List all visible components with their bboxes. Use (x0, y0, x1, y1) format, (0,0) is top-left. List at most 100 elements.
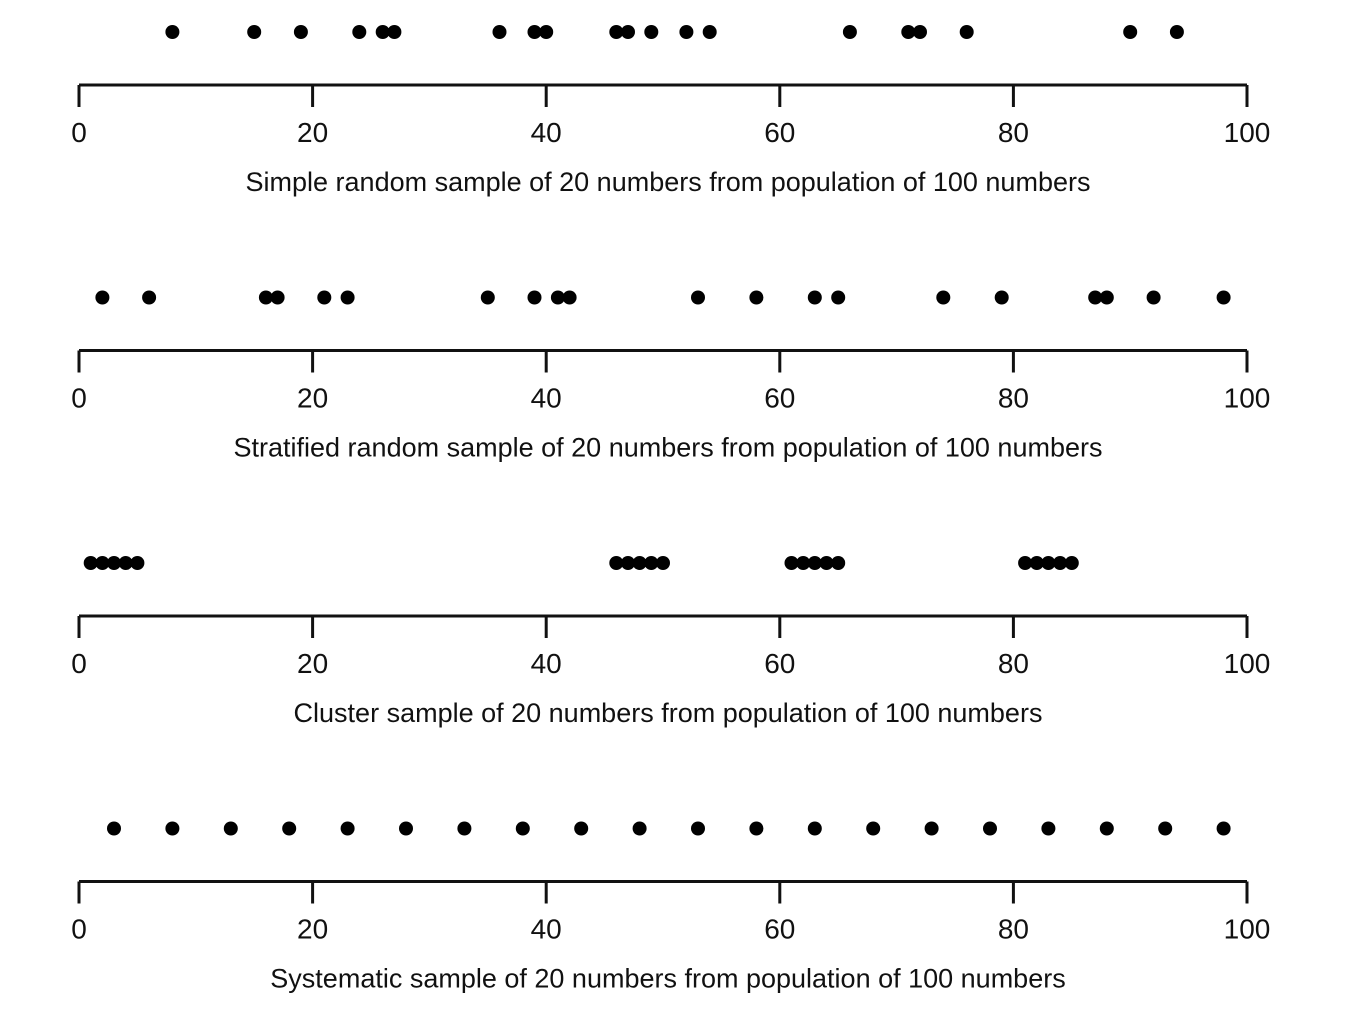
data-point (142, 290, 157, 305)
data-point (842, 25, 857, 39)
data-point (994, 290, 1009, 305)
data-point (83, 556, 98, 570)
x-tick-label: 100 (1224, 383, 1271, 414)
data-point (258, 290, 273, 305)
data-point (644, 25, 659, 39)
data-point (282, 821, 297, 836)
x-tick-label: 80 (998, 914, 1029, 945)
data-point (457, 821, 472, 836)
data-point (796, 556, 811, 570)
data-point (621, 556, 635, 570)
data-point (1041, 556, 1056, 570)
data-point (1099, 290, 1114, 305)
data-point (1216, 290, 1231, 305)
data-point (165, 25, 180, 39)
data-point (527, 25, 542, 39)
data-point (632, 821, 647, 836)
data-point (959, 25, 974, 39)
data-point (679, 25, 694, 39)
data-point (1029, 556, 1044, 570)
data-point (340, 290, 355, 305)
data-point (340, 821, 355, 836)
data-point (901, 25, 916, 39)
data-point (165, 821, 180, 836)
data-point (270, 290, 285, 305)
x-tick-label: 60 (764, 914, 795, 945)
data-point (1158, 821, 1173, 836)
data-point (807, 290, 822, 305)
data-point (539, 25, 554, 39)
x-tick-label: 20 (297, 117, 328, 148)
data-point (632, 556, 647, 570)
data-point (387, 25, 402, 39)
data-point (107, 556, 121, 570)
data-point (691, 290, 705, 305)
data-point (644, 556, 659, 570)
data-point (807, 821, 822, 836)
data-point (527, 290, 542, 305)
data-point (866, 821, 881, 836)
x-tick-label: 60 (764, 383, 795, 414)
x-tick-label: 40 (531, 648, 562, 679)
x-axis-title: Cluster sample of 20 numbers from popula… (294, 698, 1043, 728)
data-point (936, 290, 951, 305)
data-point (293, 25, 308, 39)
data-point (691, 821, 705, 836)
x-axis-title: Systematic sample of 20 numbers from pop… (270, 964, 1065, 994)
x-tick-label: 20 (297, 383, 328, 414)
data-point (1216, 821, 1231, 836)
data-point (1088, 290, 1103, 305)
data-point (550, 290, 565, 305)
data-point (807, 556, 822, 570)
data-point (480, 290, 495, 305)
data-point (749, 821, 764, 836)
data-point (1018, 556, 1033, 570)
chart-panel-2: 0 20 40 60 80 100 Stratified random sample of … (71, 290, 1271, 463)
data-point (609, 556, 624, 570)
data-point (983, 821, 997, 836)
data-point (492, 25, 507, 39)
x-tick-label: 60 (764, 117, 795, 148)
x-tick-label: 20 (297, 648, 328, 679)
x-tick-label: 40 (531, 914, 562, 945)
data-point (656, 556, 670, 570)
data-point (609, 25, 624, 39)
data-point (247, 25, 262, 39)
data-point (831, 556, 846, 570)
data-point (819, 556, 834, 570)
data-point (95, 556, 110, 570)
x-tick-label: 80 (998, 383, 1029, 414)
x-tick-label: 100 (1224, 648, 1271, 679)
data-point (749, 290, 764, 305)
data-point (352, 25, 367, 39)
x-tick-label: 40 (531, 117, 562, 148)
panels: 0 20 40 60 80 100 Simple random sample of 20 n… (71, 25, 1270, 994)
data-point (1053, 556, 1068, 570)
x-tick-label: 20 (297, 914, 328, 945)
x-tick-label: 80 (998, 648, 1029, 679)
data-point (317, 290, 332, 305)
data-point (574, 821, 589, 836)
x-axis-title: Simple random sample of 20 numbers from … (246, 167, 1091, 197)
x-tick-label: 0 (71, 383, 87, 414)
x-tick-label: 0 (71, 117, 87, 148)
data-point (399, 821, 413, 836)
x-tick-label: 40 (531, 383, 562, 414)
x-tick-label: 100 (1224, 117, 1271, 148)
x-tick-label: 0 (71, 648, 87, 679)
data-point (913, 25, 927, 39)
x-tick-label: 100 (1224, 914, 1271, 945)
data-point (1099, 821, 1114, 836)
chart-panel-3: 0 20 40 60 80 100 Cluster sample of 20 numbers… (71, 556, 1270, 728)
data-point (1123, 25, 1138, 39)
x-tick-label: 80 (998, 117, 1029, 148)
data-point (375, 25, 390, 39)
data-point (223, 821, 238, 836)
data-point (515, 821, 530, 836)
data-point (107, 821, 121, 836)
data-point (130, 556, 145, 570)
x-axis-title: Stratified random sample of 20 numbers f… (234, 433, 1103, 463)
x-tick-label: 0 (71, 914, 87, 945)
x-tick-label: 60 (764, 648, 795, 679)
